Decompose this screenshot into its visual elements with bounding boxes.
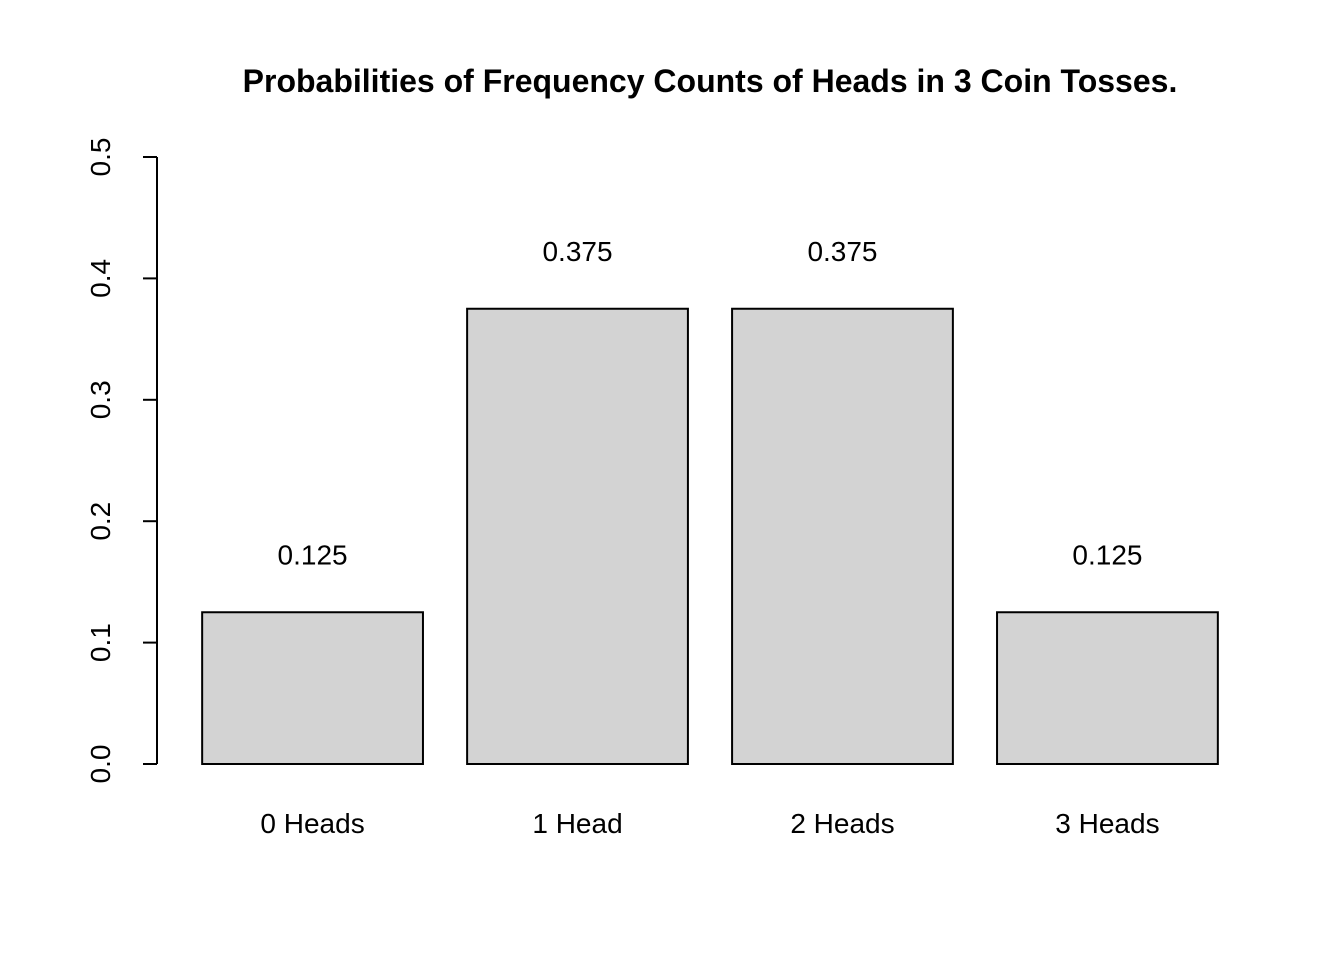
bar <box>466 307 689 765</box>
bar <box>731 307 954 765</box>
y-axis: 0.0 0.1 0.2 0.3 0.4 0.5 <box>85 138 158 784</box>
y-tick-label: 0.3 <box>85 380 116 419</box>
y-tick-label: 0.1 <box>85 623 116 662</box>
bar <box>201 611 424 765</box>
data-label: 0.125 <box>278 539 348 570</box>
y-tick-label: 0.0 <box>85 745 116 784</box>
bar <box>996 611 1219 765</box>
category-label: 0 Heads <box>260 808 364 839</box>
y-tick-label: 0.2 <box>85 502 116 541</box>
data-label: 0.375 <box>807 236 877 267</box>
y-tick-label: 0.5 <box>85 138 116 177</box>
category-label: 3 Heads <box>1055 808 1159 839</box>
y-tick-label: 0.4 <box>85 259 116 298</box>
chart-title: Probabilities of Frequency Counts of Hea… <box>243 63 1178 99</box>
x-labels-group: 0 Heads 1 Head 2 Heads 3 Heads <box>260 808 1159 839</box>
data-labels-group: 0.125 0.375 0.375 0.125 <box>278 236 1143 571</box>
category-label: 2 Heads <box>790 808 894 839</box>
bars-group <box>201 307 1219 765</box>
data-label: 0.125 <box>1072 539 1142 570</box>
data-label: 0.375 <box>542 236 612 267</box>
category-label: 1 Head <box>532 808 622 839</box>
